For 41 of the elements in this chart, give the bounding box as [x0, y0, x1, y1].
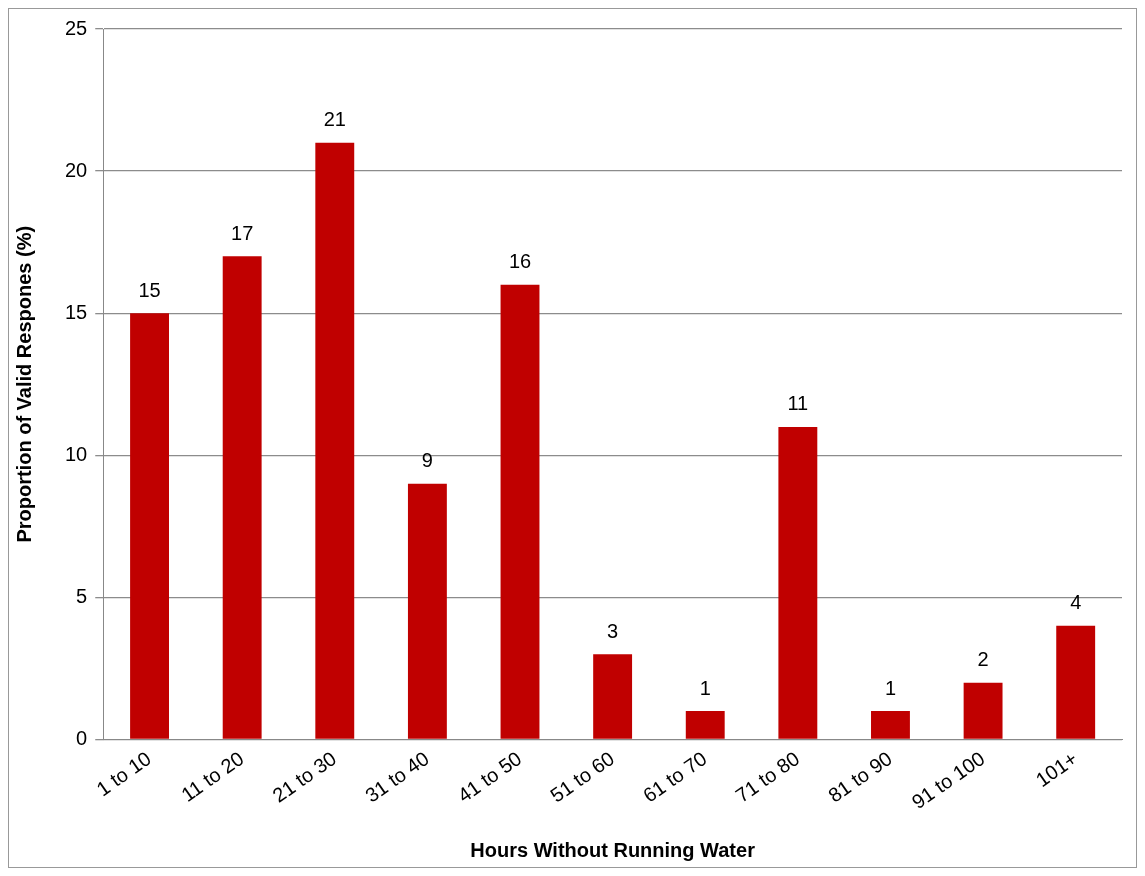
y-tick-label: 25 [65, 16, 88, 39]
bar [593, 654, 633, 739]
x-tick-label: 71 to 80 [731, 747, 804, 807]
bar [130, 313, 169, 739]
data-label: 21 [323, 108, 346, 131]
bar [871, 711, 910, 739]
bar [778, 426, 818, 739]
y-tick-label: 20 [65, 158, 88, 181]
x-tick-label: 41 to 50 [453, 747, 526, 807]
y-tick-label: 15 [65, 300, 88, 323]
x-tick-label: 31 to 40 [361, 747, 433, 807]
y-tick-label: 0 [76, 727, 88, 750]
data-label: 9 [421, 449, 433, 472]
data-label: 4 [1070, 591, 1082, 614]
data-label: 11 [787, 392, 809, 415]
y-tick-label: 10 [65, 442, 88, 465]
x-tick-label: 11 to 20 [177, 747, 248, 806]
bar [963, 682, 1003, 739]
x-tick-label: 91 to 100 [907, 747, 989, 813]
x-tick-label: 81 to 90 [824, 747, 896, 807]
bar [407, 483, 447, 739]
bar [500, 284, 540, 739]
x-tick-label: 1 to 10 [92, 747, 156, 801]
x-tick-label: 51 to 60 [546, 747, 619, 807]
data-label: 3 [607, 619, 619, 642]
bar [315, 142, 355, 739]
data-label: 15 [138, 278, 161, 301]
bar [222, 256, 262, 739]
x-tick-label: 61 to 70 [638, 747, 711, 807]
data-label: 16 [508, 250, 532, 273]
data-label: 2 [977, 648, 989, 671]
bar [685, 711, 725, 739]
x-axis-title: Hours Without Running Water [470, 838, 756, 861]
y-tick-label: 5 [76, 584, 88, 607]
data-label: 17 [231, 221, 254, 244]
data-label: 1 [884, 676, 897, 699]
data-label: 1 [699, 676, 711, 699]
y-axis-title: Proportion of Valid Respones (%) [12, 225, 35, 543]
x-tick-label: 21 to 30 [268, 747, 341, 807]
bar [1056, 625, 1096, 739]
x-tick-label: 101+ [1031, 747, 1082, 791]
